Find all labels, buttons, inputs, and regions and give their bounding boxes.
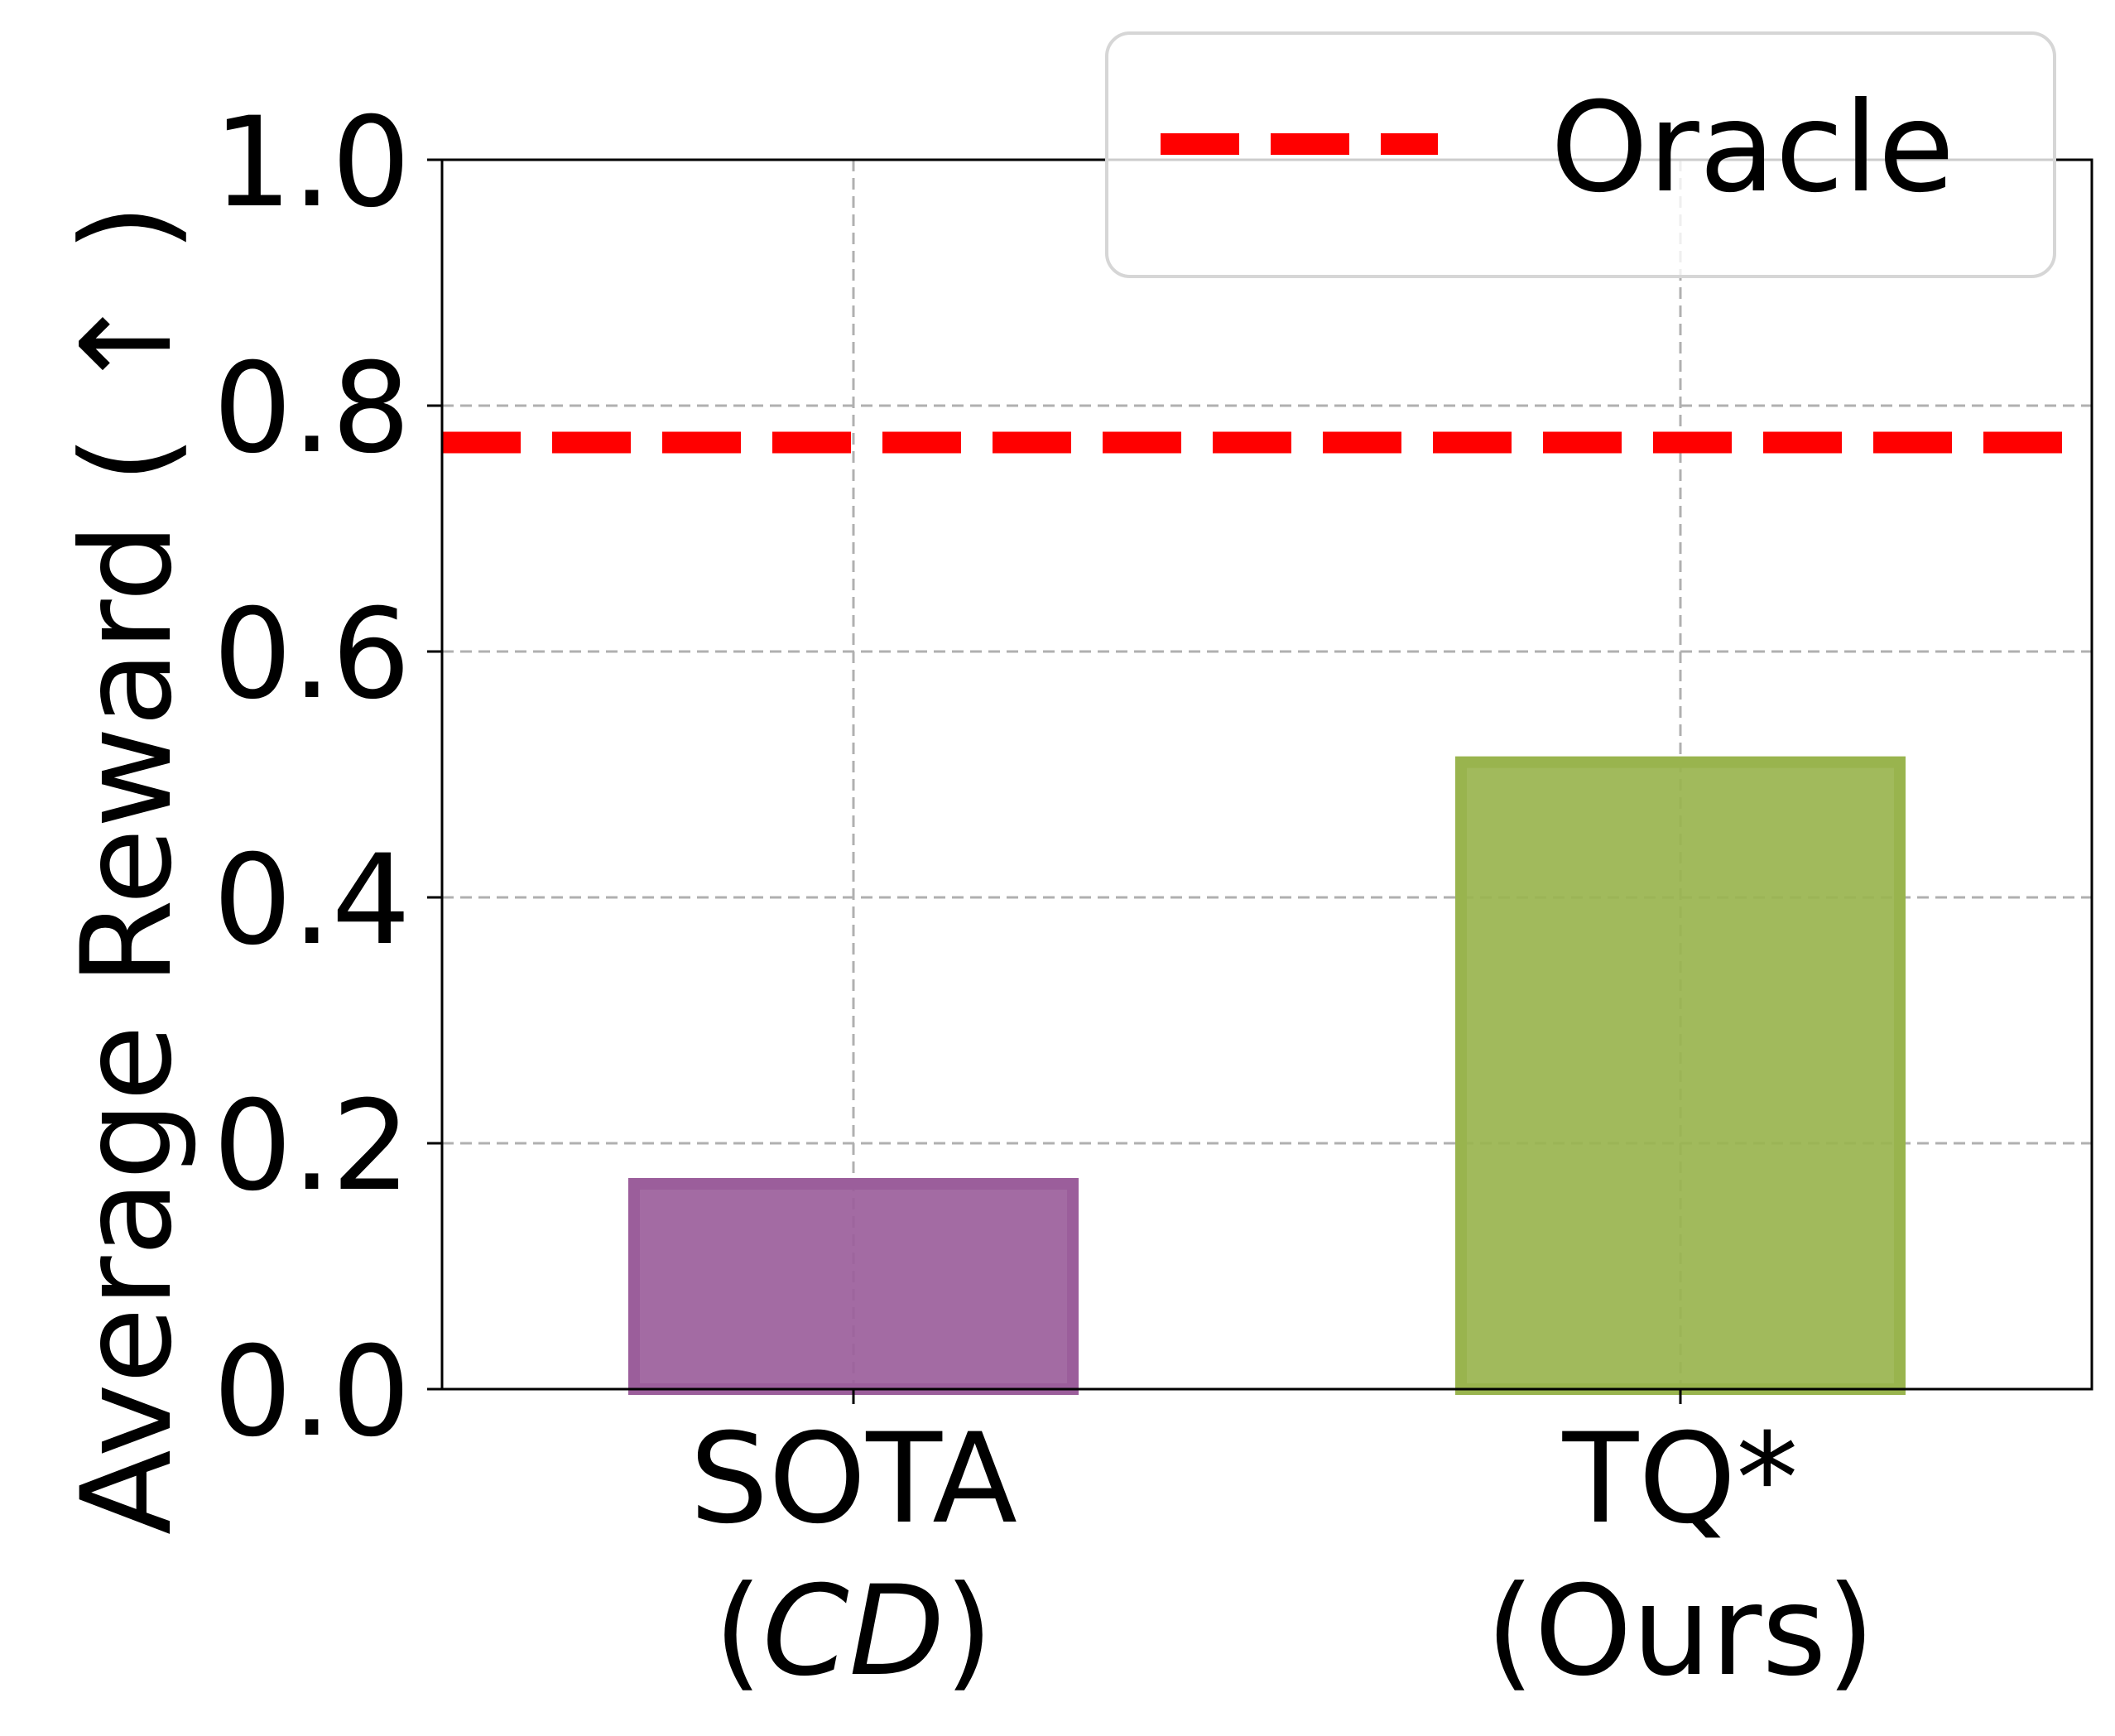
y-tick-label: 0.8	[213, 337, 411, 481]
legend-box	[1105, 31, 2056, 278]
y-axis-ticks: 0.0 0.2 0.4 0.6 0.8 1.0	[213, 91, 442, 1464]
y-tick-label: 0.2	[213, 1075, 411, 1219]
y-tick-label: 0.4	[213, 829, 411, 973]
bars	[628, 756, 1906, 1395]
x-tick-label-line2: (Ours)	[1486, 1560, 1875, 1704]
y-tick-label: 1.0	[213, 91, 411, 235]
bar-tq	[1455, 756, 1906, 1395]
x-tick-label-line2: (CD)	[714, 1560, 993, 1704]
legend: Oracle	[1105, 31, 2056, 278]
bar-sota	[628, 1178, 1079, 1395]
y-tick-label: 0.6	[213, 583, 411, 727]
x-tick-label-line1: SOTA	[690, 1407, 1017, 1551]
y-axis-label: Average Reward ( ↑ )	[55, 204, 199, 1535]
legend-oracle-label: Oracle	[1550, 76, 1954, 220]
x-axis-ticks: SOTA(CD) TQ*(Ours)	[690, 1389, 1875, 1704]
x-tick-label-line1: TQ*	[1562, 1407, 1799, 1551]
y-tick-label: 0.0	[213, 1320, 411, 1464]
